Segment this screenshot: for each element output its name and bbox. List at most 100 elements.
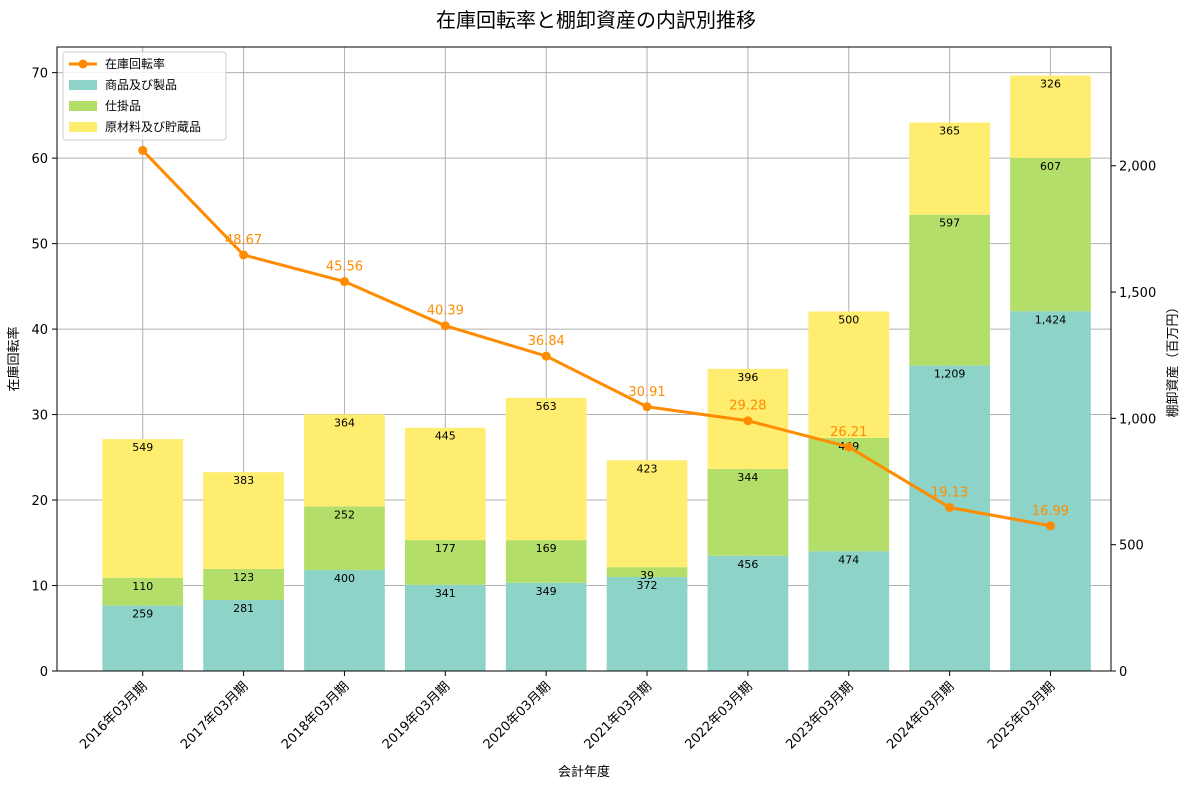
bar-segment-label: 281 (233, 602, 254, 615)
x-tick-label: 2018年03月期 (279, 679, 352, 752)
y-tick-label-left: 10 (31, 580, 48, 595)
turnover-point (945, 502, 955, 512)
bar-segment-label: 341 (435, 587, 456, 600)
bar-segment-label: 326 (1040, 78, 1061, 91)
y-tick-label-right: 1,000 (1119, 412, 1156, 427)
line-layer: 48.67 45.56 40.39 36.84 30.91 29.28 26.21 19.13… (138, 145, 1069, 531)
x-tick-label: 2020年03月期 (481, 679, 554, 752)
y-tick-label-right: 1,500 (1119, 286, 1156, 301)
legend-swatch (69, 122, 97, 132)
bar-segment (404, 540, 486, 585)
legend-swatch (69, 80, 97, 90)
y-tick-label-right: 0 (1119, 665, 1127, 680)
bar-segment-label: 383 (233, 474, 254, 487)
bar-segment-label: 445 (435, 430, 456, 443)
plot-frame (56, 46, 1112, 672)
x-tick-label: 2021年03月期 (582, 679, 655, 752)
bar-segment-label: 474 (838, 553, 859, 566)
legend-label: 在庫回転率 (105, 56, 165, 71)
turnover-point-label: 30.91 (628, 385, 665, 400)
x-tick-label: 2023年03月期 (783, 679, 856, 752)
bar-segment (102, 605, 184, 671)
bar-segment (505, 582, 587, 671)
bar-segment (102, 577, 184, 606)
legend-marker (78, 59, 88, 69)
turnover-point (541, 351, 551, 361)
turnover-point (743, 416, 753, 426)
bar-segment (707, 468, 789, 556)
turnover-point-label: 19.13 (931, 485, 968, 500)
turnover-point-label: 26.21 (830, 425, 867, 440)
y-tick-label-left: 60 (31, 152, 48, 167)
legend-box (62, 51, 227, 141)
turnover-point-label: 45.56 (326, 260, 363, 275)
legend-label: 原材料及び貯蔵品 (105, 120, 201, 134)
bar-segment-label: 607 (1040, 160, 1061, 173)
turnover-line (141, 149, 1051, 528)
bar-segment-label: 423 (637, 462, 658, 475)
bar-segment-label: 252 (334, 508, 355, 521)
bars-layer: 259 281 400 341 349 372 456 474 1,209 1,424 110 123… (102, 75, 1091, 671)
bar-segment-label: 500 (838, 314, 859, 327)
bar-segment-label: 563 (536, 400, 557, 413)
bar-segment (606, 567, 688, 578)
y-axis-label-right: 棚卸資産（百万円） (1165, 300, 1181, 417)
bar-segment (909, 214, 990, 366)
bar-segment-label: 365 (939, 125, 960, 138)
bar-segment (1010, 311, 1091, 671)
turnover-point-label: 40.39 (427, 304, 464, 319)
bar-segment (304, 414, 385, 507)
bar-segment-label: 123 (233, 571, 254, 584)
bar-segment (203, 472, 284, 569)
bar-segment (102, 439, 184, 578)
bar-segment-label: 39 (640, 569, 654, 582)
y-tick-label-left: 40 (31, 323, 48, 338)
bar-segment-label: 549 (132, 441, 153, 454)
bar-segment-label: 344 (737, 471, 758, 484)
bar-segment-label: 1,209 (934, 368, 966, 381)
bar-segment-label: 456 (737, 558, 758, 571)
turnover-point-label: 16.99 (1032, 504, 1069, 519)
turnover-point (1045, 521, 1055, 531)
y-tick-label-left: 0 (40, 665, 48, 680)
y-tick-label-right: 2,000 (1119, 160, 1156, 175)
bar-segment-label: 364 (334, 416, 355, 429)
turnover-point (138, 145, 148, 155)
y-axis-label-left: 在庫回転率 (6, 326, 22, 391)
legend-label: 商品及び製品 (105, 77, 177, 92)
turnover-point-label: 36.84 (528, 334, 565, 349)
bar-segment (203, 568, 284, 601)
bar-segment (404, 427, 486, 541)
bar-segment-label: 169 (536, 542, 557, 555)
bar-segment (1010, 157, 1091, 312)
bar-segment (1010, 75, 1091, 158)
bar-segment (203, 600, 284, 671)
bar-segment (606, 577, 688, 671)
bar-segment (808, 311, 890, 438)
turnover-point (844, 442, 854, 452)
bar-segment-label: 349 (536, 585, 557, 598)
turnover-point-label: 29.28 (729, 399, 766, 414)
bar-segment (404, 584, 486, 671)
bar-segment (909, 365, 990, 671)
legend-swatch (69, 101, 97, 111)
y-tick-label-left: 70 (31, 67, 48, 82)
bar-segment-label: 177 (435, 542, 456, 555)
x-tick-label: 2019年03月期 (380, 679, 453, 752)
x-tick-label: 2022年03月期 (682, 679, 755, 752)
bar-segment (505, 540, 587, 583)
y-tick-label-left: 20 (31, 494, 48, 509)
bar-segment (606, 460, 688, 568)
x-axis-label: 会計年度 (558, 764, 610, 780)
x-tick-label: 2017年03月期 (178, 679, 251, 752)
bar-segment (505, 397, 587, 541)
bar-segment (808, 437, 890, 552)
turnover-point-label: 48.67 (225, 233, 262, 248)
x-tick-label: 2016年03月期 (77, 679, 150, 752)
turnover-point (642, 402, 652, 412)
bar-segment-label: 597 (939, 217, 960, 230)
bar-segment (909, 122, 990, 215)
x-tick-label: 2024年03月期 (884, 679, 957, 752)
